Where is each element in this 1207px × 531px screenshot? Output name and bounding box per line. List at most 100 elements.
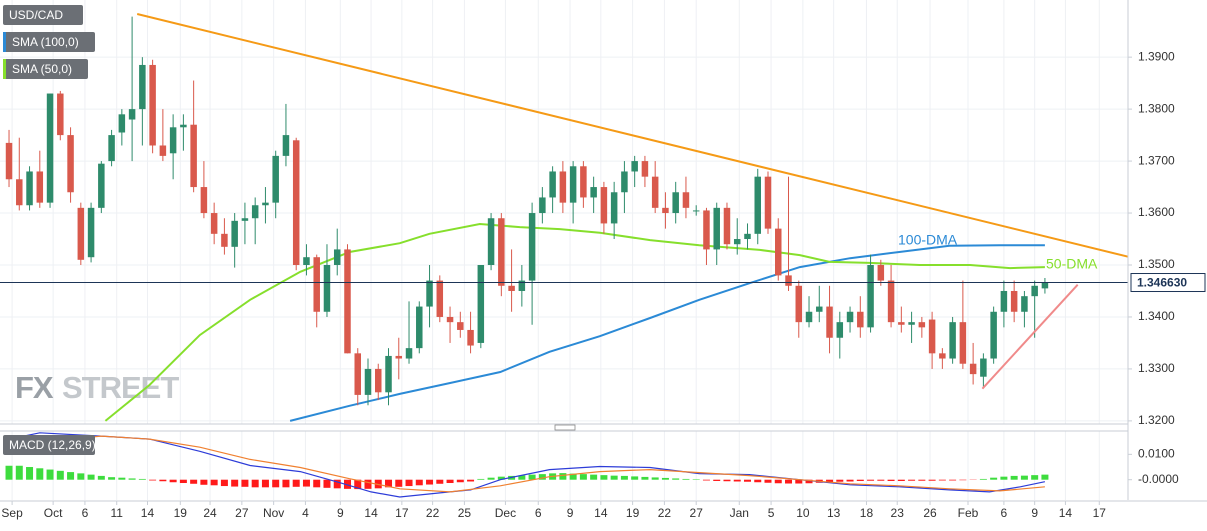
candle-body bbox=[754, 177, 761, 234]
candle-body bbox=[385, 356, 392, 392]
x-tick-label: Nov bbox=[263, 506, 284, 520]
candle-body bbox=[898, 322, 905, 325]
macd-histogram-bar bbox=[57, 471, 64, 480]
macd-histogram-bar bbox=[662, 478, 669, 480]
x-tick-label: Jan bbox=[730, 506, 749, 520]
candle-body bbox=[652, 177, 659, 208]
candle-body bbox=[601, 187, 608, 223]
macd-histogram-bar bbox=[252, 480, 259, 488]
macd-histogram-bar bbox=[939, 480, 946, 481]
macd-histogram-bar bbox=[323, 480, 330, 488]
candle-body bbox=[570, 166, 577, 202]
y-tick-label: 1.3200 bbox=[1138, 413, 1175, 427]
macd-histogram-bar bbox=[621, 476, 628, 480]
candle-body bbox=[970, 364, 977, 374]
candle-body bbox=[816, 307, 823, 312]
annotation: 100-DMA bbox=[898, 232, 958, 248]
macd-histogram-bar bbox=[990, 478, 997, 480]
macd-histogram-bar bbox=[713, 480, 720, 481]
macd-histogram-bar bbox=[231, 480, 238, 487]
candle-body bbox=[293, 140, 300, 265]
macd-histogram-bar bbox=[426, 480, 433, 485]
candle-body bbox=[108, 135, 115, 161]
macd-histogram-bar bbox=[477, 479, 484, 480]
candle-body bbox=[313, 257, 320, 312]
candle-body bbox=[1021, 296, 1028, 312]
candle-body bbox=[908, 322, 915, 325]
legend-swatch bbox=[3, 32, 6, 52]
macd-histogram-bar bbox=[590, 475, 597, 480]
macd-histogram-bar bbox=[836, 480, 843, 482]
macd-histogram-bar bbox=[959, 480, 966, 481]
x-tick-label: 9 bbox=[337, 506, 344, 520]
y-tick-label: 1.3600 bbox=[1138, 205, 1175, 219]
candle-body bbox=[765, 177, 772, 229]
macd-histogram-bar bbox=[1031, 475, 1038, 480]
x-tick-label: 5 bbox=[768, 506, 775, 520]
candle-body bbox=[1031, 286, 1038, 296]
candle-body bbox=[857, 312, 864, 328]
candle-body bbox=[149, 65, 156, 146]
candle-body bbox=[847, 312, 854, 322]
candle-body bbox=[929, 320, 936, 354]
x-tick-label: 6 bbox=[1001, 506, 1008, 520]
candle-body bbox=[98, 164, 105, 208]
macd-histogram-bar bbox=[908, 480, 915, 481]
candle-body bbox=[344, 249, 351, 353]
candle-body bbox=[621, 171, 628, 192]
candle-body bbox=[201, 187, 208, 213]
macd-histogram-bar bbox=[365, 480, 372, 489]
panel-handle[interactable] bbox=[555, 425, 575, 430]
macd-histogram-bar bbox=[559, 473, 566, 480]
candle-body bbox=[508, 286, 514, 291]
candle-body bbox=[529, 213, 536, 281]
candle-body bbox=[375, 369, 382, 392]
candle-body bbox=[231, 221, 238, 247]
x-tick-label: 19 bbox=[174, 506, 188, 520]
x-tick-label: 6 bbox=[535, 506, 542, 520]
macd-histogram-bar bbox=[949, 480, 956, 481]
macd-histogram-bar bbox=[303, 480, 310, 487]
candle-body bbox=[467, 330, 474, 346]
macd-histogram-bar bbox=[447, 480, 454, 483]
candle-body bbox=[1001, 291, 1008, 312]
macd-histogram-bar bbox=[744, 480, 751, 482]
candle-body bbox=[1042, 283, 1049, 289]
macd-histogram-bar bbox=[282, 480, 289, 488]
x-tick-label: 26 bbox=[923, 506, 937, 520]
candle-body bbox=[703, 210, 710, 249]
candle-body bbox=[303, 257, 310, 265]
macd-histogram-bar bbox=[775, 480, 782, 484]
candle-body bbox=[252, 205, 259, 218]
macd-histogram-bar bbox=[488, 478, 495, 480]
macd-histogram-bar bbox=[241, 480, 248, 487]
macd-histogram-bar bbox=[877, 480, 884, 481]
macd-histogram-bar bbox=[77, 473, 84, 479]
candle-body bbox=[785, 275, 792, 285]
last-price-label: 1.346630 bbox=[1137, 276, 1187, 290]
candle-body bbox=[57, 94, 64, 136]
candle-body bbox=[16, 179, 23, 205]
y-tick-label: 1.3900 bbox=[1138, 49, 1175, 63]
macd-histogram-bar bbox=[888, 480, 895, 481]
macd-histogram-bar bbox=[272, 480, 279, 488]
candle-body bbox=[990, 312, 997, 359]
macd-histogram-bar bbox=[703, 480, 710, 481]
candle-body bbox=[980, 359, 987, 377]
x-tick-label: 14 bbox=[1059, 506, 1073, 520]
macd-histogram-bar bbox=[88, 475, 95, 480]
macd-histogram-bar bbox=[67, 472, 74, 480]
macd-histogram-bar bbox=[47, 470, 54, 480]
candle-body bbox=[334, 249, 341, 265]
macd-histogram-bar bbox=[898, 480, 905, 481]
candle-body bbox=[354, 353, 361, 395]
candle-body bbox=[447, 317, 454, 322]
candle-body bbox=[713, 208, 720, 250]
candle-body bbox=[939, 353, 946, 358]
candle-body bbox=[47, 94, 54, 203]
x-tick-label: 14 bbox=[364, 506, 378, 520]
macd-histogram-bar bbox=[211, 480, 218, 486]
x-tick-label: 14 bbox=[141, 506, 155, 520]
x-tick-label: 27 bbox=[235, 506, 249, 520]
candle-body bbox=[919, 322, 926, 327]
